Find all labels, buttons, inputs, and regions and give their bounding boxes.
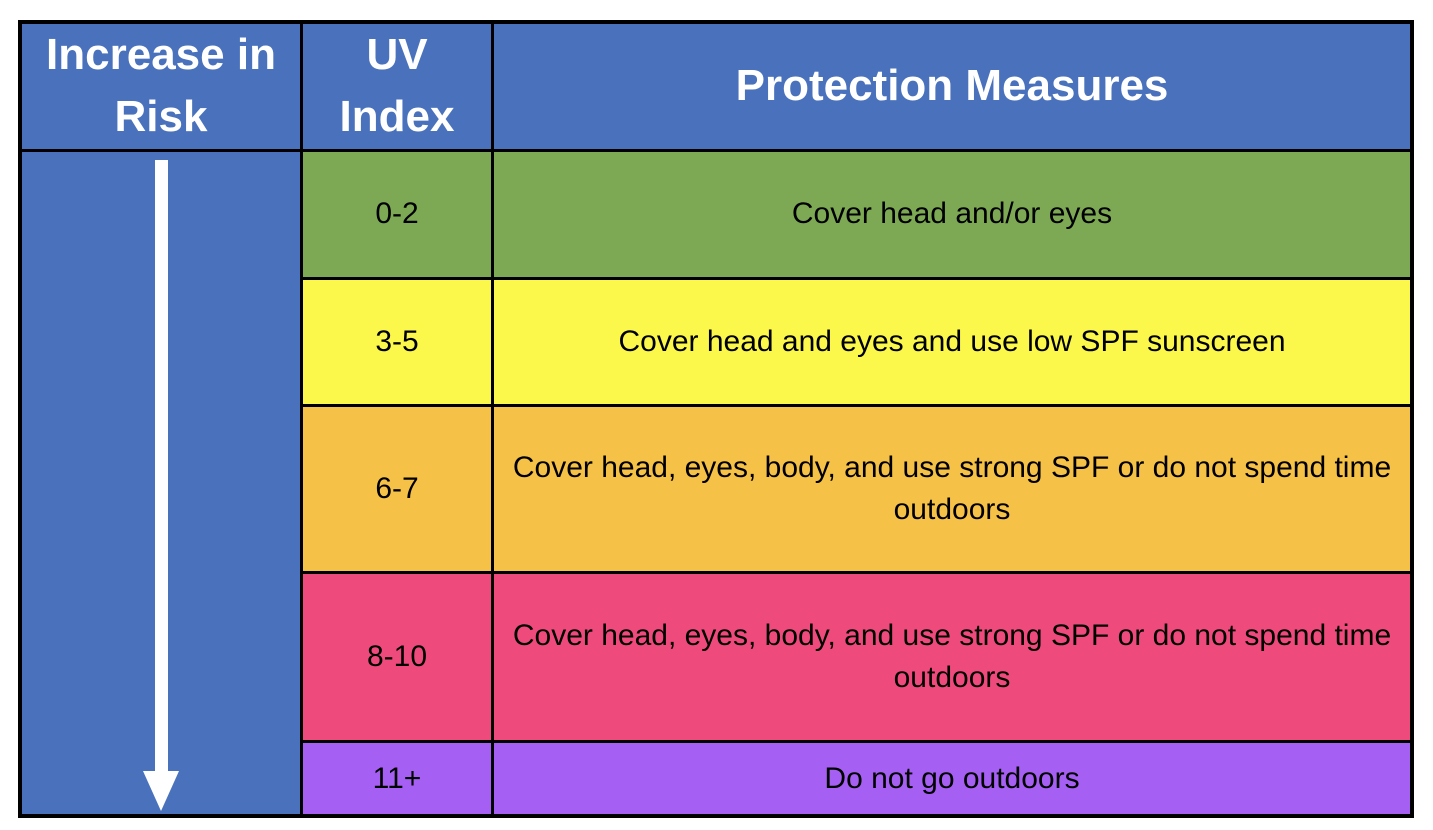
uv-range-cell: 8-10 — [300, 570, 494, 743]
protection-measure-cell: Cover head, eyes, body, and use strong S… — [491, 403, 1414, 574]
header-uv-index: UV Index — [300, 20, 494, 152]
table-row: 8-10 Cover head, eyes, body, and use str… — [20, 570, 1414, 743]
table-row: 0-2 Cover head and/or eyes — [18, 148, 1414, 818]
uv-range-cell: 3-5 — [300, 276, 494, 407]
protection-measure-cell: Cover head and eyes and use low SPF suns… — [491, 276, 1414, 407]
uv-index-table: Increase in Risk UV Index Protection Mea… — [18, 20, 1414, 819]
down-arrow-icon — [22, 152, 300, 815]
table-row: 6-7 Cover head, eyes, body, and use stro… — [20, 403, 1414, 574]
protection-measure-cell: Do not go outdoors — [491, 739, 1414, 818]
table-row: 11+ Do not go outdoors — [20, 739, 1414, 818]
header-protection-measures: Protection Measures — [491, 20, 1414, 152]
table-row: 3-5 Cover head and eyes and use low SPF … — [20, 276, 1414, 407]
down-arrow-shaft — [154, 159, 168, 772]
uv-range-cell: 11+ — [300, 739, 494, 818]
uv-range-cell: 6-7 — [300, 403, 494, 574]
uv-range-cell: 0-2 — [300, 148, 494, 280]
protection-measure-cell: Cover head, eyes, body, and use strong S… — [491, 570, 1414, 743]
protection-measure-cell: Cover head and/or eyes — [491, 148, 1414, 280]
header-increase-in-risk: Increase in Risk — [18, 20, 303, 152]
increase-in-risk-arrow-cell — [18, 148, 303, 818]
down-arrow-head — [143, 771, 179, 812]
header-row: Increase in Risk UV Index Protection Mea… — [18, 20, 1414, 152]
